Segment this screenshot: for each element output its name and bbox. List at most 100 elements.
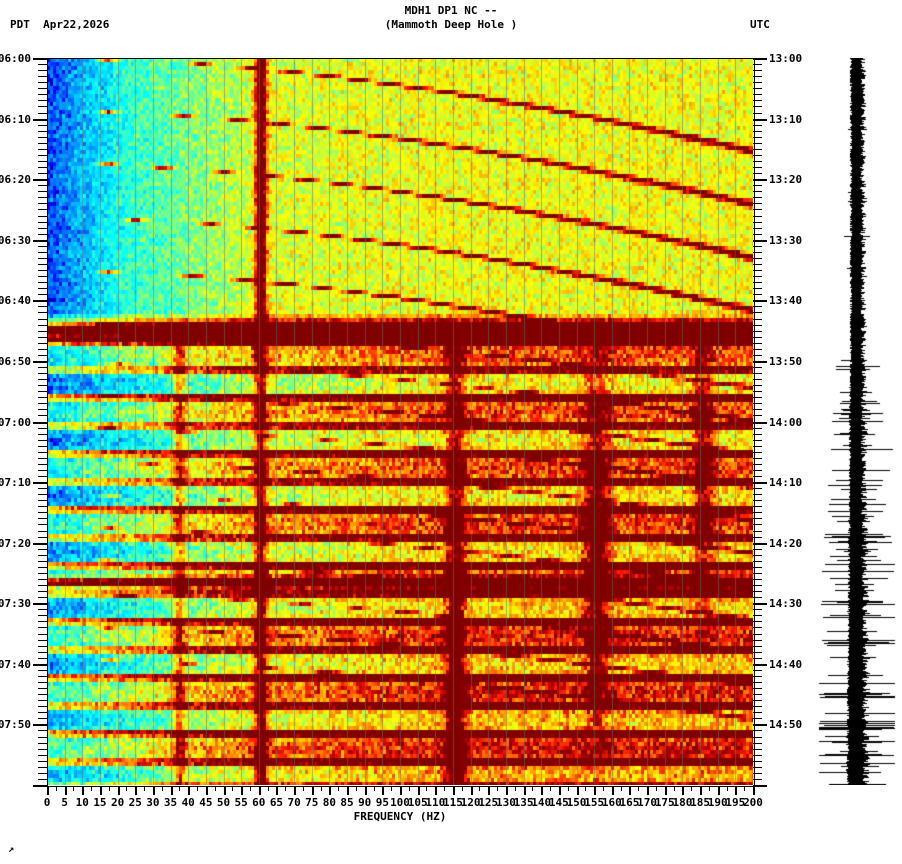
time-tick-minor-right [753,312,762,314]
time-tick-minor-left [38,288,47,290]
time-tick-minor-right [753,251,762,253]
time-tick-minor-right [753,585,762,587]
time-label-local: 06:40 [0,294,31,308]
frequency-tick-major [594,786,597,795]
frequency-tick-major [647,786,650,795]
time-tick-minor-right [753,530,762,532]
time-tick-minor-left [38,451,47,453]
frequency-label: 175 [654,796,675,809]
time-tick-minor-right [753,94,762,96]
frequency-tick-major [435,786,438,795]
time-tick-minor-right [753,148,762,150]
time-tick-minor-right [753,476,762,478]
time-tick-minor-right [753,451,762,453]
time-tick-minor-right [753,403,762,405]
time-tick-minor-left [38,463,47,465]
frequency-label: 10 [75,796,89,809]
time-tick-minor-right [753,112,762,114]
time-tick-minor-right [753,366,762,368]
frequency-label: 145 [548,796,569,809]
time-tick-minor-left [38,251,47,253]
time-tick-minor-right [753,191,762,193]
time-tick-minor-left [38,639,47,641]
time-tick-minor-right [753,494,762,496]
time-tick-minor-right [753,760,762,762]
time-tick-minor-right [753,524,762,526]
time-tick-minor-right [753,669,762,671]
spectrogram-panel[interactable] [47,58,753,785]
time-tick-minor-right [753,203,762,205]
time-tick-minor-left [38,476,47,478]
frequency-tick-major [82,786,85,795]
frequency-label: 190 [707,796,728,809]
frequency-tick-minor [161,786,163,791]
time-tick-minor-right [753,730,762,732]
time-tick-major-right [753,360,767,363]
time-tick-minor-right [753,597,762,599]
time-axis-local: 06:00 06:10 06:20 06:30 06:40 06:50 07:00 07:10… [0,52,47,787]
frequency-tick-minor [338,786,340,791]
frequency-tick-major [382,786,385,795]
time-tick-minor-right [753,427,762,429]
frequency-tick-minor [479,786,481,791]
time-tick-minor-left [38,379,47,381]
frequency-tick-major [470,786,473,795]
time-tick-minor-left [38,615,47,617]
time-tick-minor-right [753,227,762,229]
time-tick-minor-left [38,366,47,368]
time-tick-minor-left [38,706,47,708]
time-tick-minor-right [753,766,762,768]
time-tick-minor-left [38,173,47,175]
time-tick-minor-left [38,197,47,199]
time-tick-minor-left [38,572,47,574]
time-tick-minor-right [753,463,762,465]
frequency-label: 90 [358,796,372,809]
time-tick-minor-right [753,439,762,441]
time-tick-major-right [753,118,767,121]
time-tick-major-left [33,724,47,727]
time-tick-minor-left [38,772,47,774]
time-label-local: 06:30 [0,233,31,247]
time-tick-major-left [33,360,47,363]
time-tick-minor-left [38,675,47,677]
time-tick-minor-right [753,336,762,338]
time-tick-minor-left [38,330,47,332]
time-tick-minor-left [38,609,47,611]
time-tick-minor-left [38,518,47,520]
frequency-tick-major [152,786,155,795]
time-tick-minor-right [753,324,762,326]
time-tick-major-right [753,58,767,60]
time-tick-minor-right [753,682,762,683]
time-tick-major-right [753,239,767,242]
time-tick-major-right [753,724,767,727]
frequency-tick-minor [197,786,199,791]
time-tick-minor-right [753,548,762,550]
time-tick-minor-left [38,669,47,671]
time-tick-minor-right [753,554,762,556]
frequency-tick-minor [691,786,693,791]
frequency-tick-minor [708,786,710,791]
time-tick-minor-left [38,130,47,132]
time-tick-minor-left [38,336,47,338]
frequency-tick-major [753,786,755,795]
seismogram-trace-image [818,58,896,785]
time-tick-minor-left [38,221,47,223]
time-label-local: 06:10 [0,112,31,126]
seismogram-trace-panel[interactable] [818,58,896,785]
time-tick-minor-right [753,645,762,647]
frequency-tick-minor [320,786,322,791]
time-tick-minor-left [38,651,47,653]
frequency-tick-minor [638,786,640,791]
time-tick-minor-right [753,209,762,211]
frequency-tick-major [99,786,102,795]
time-tick-minor-left [38,469,47,471]
time-tick-minor-right [753,500,762,502]
time-tick-minor-right [753,385,762,387]
frequency-label: 135 [513,796,534,809]
frequency-label: 115 [443,796,463,809]
time-tick-minor-right [753,778,762,780]
time-tick-minor-left [38,494,47,496]
frequency-label: 80 [322,796,337,809]
time-tick-minor-left [38,263,47,265]
frequency-tick-minor [126,786,128,791]
